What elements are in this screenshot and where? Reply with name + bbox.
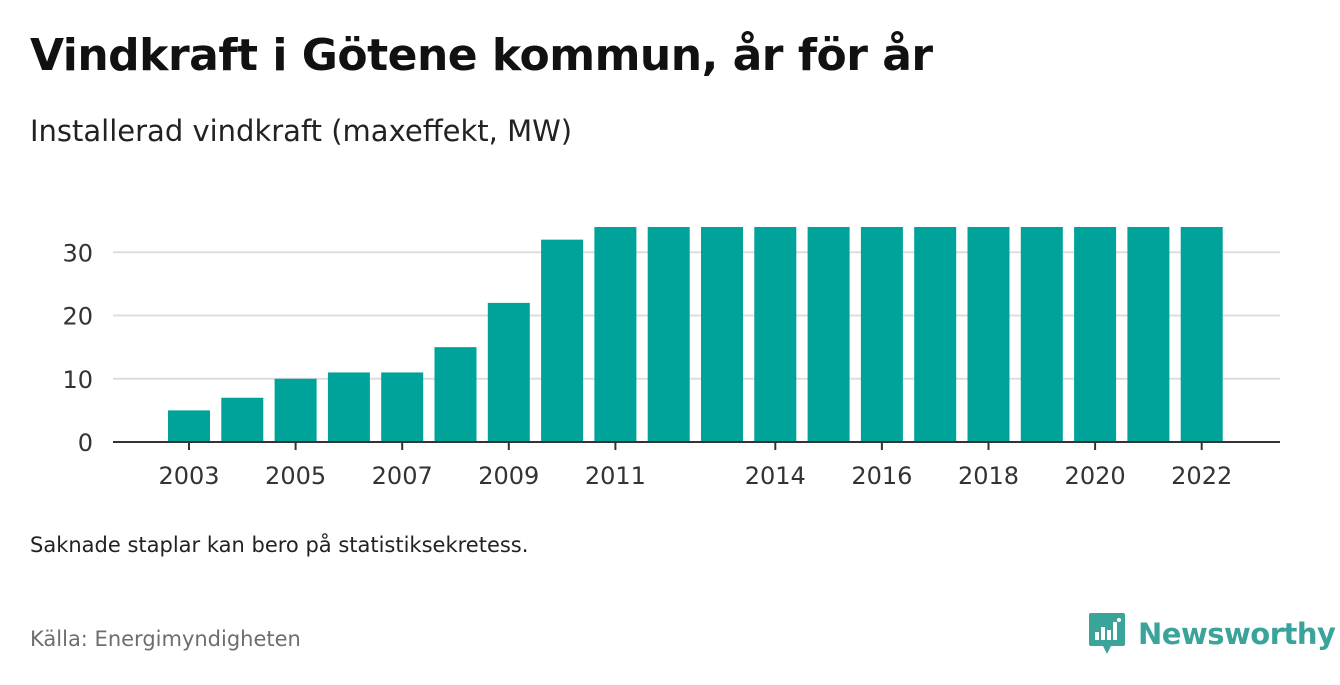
bar [541, 239, 584, 442]
footnote: Saknade staplar kan bero på statistiksek… [30, 533, 529, 557]
x-tick-label: 2022 [1171, 462, 1232, 490]
x-tick-label: 2016 [851, 462, 912, 490]
bar [967, 227, 1010, 442]
y-tick-label: 30 [62, 239, 93, 267]
bar-chart: 0 10 20 30 2003 2005 2007 2009 2011 2014 2016 2018 2… [62, 227, 1280, 490]
y-tick-label: 0 [78, 429, 93, 457]
bar [701, 227, 743, 442]
bar [807, 227, 850, 442]
newsworthy-logo-icon [1089, 613, 1125, 654]
source-credit: Källa: Energimyndigheten [30, 627, 301, 651]
bar [1127, 227, 1170, 442]
bar [381, 372, 424, 442]
chart-subtitle: Installerad vindkraft (maxeffekt, MW) [30, 114, 573, 148]
bar [221, 397, 264, 442]
bar [327, 372, 370, 442]
x-tick-label: 2009 [478, 462, 539, 490]
bar [647, 227, 690, 442]
chart-title: Vindkraft i Götene kommun, år för år [30, 30, 933, 81]
bar [1074, 227, 1117, 442]
bar [487, 302, 530, 442]
bar [914, 227, 957, 442]
brand-logo: Newsworthy [1088, 612, 1336, 656]
bar [168, 410, 210, 442]
bar [434, 347, 477, 442]
x-tick-label: 2007 [372, 462, 433, 490]
x-tick-label: 2011 [585, 462, 646, 490]
x-tick-label: 2003 [158, 462, 219, 490]
bar [860, 227, 903, 442]
x-tick-label: 2020 [1065, 462, 1126, 490]
bar [1020, 227, 1063, 442]
x-tick-label: 2005 [265, 462, 326, 490]
x-tick-label: 2014 [745, 462, 806, 490]
y-tick-label: 10 [62, 366, 93, 394]
brand-name: Newsworthy [1138, 617, 1336, 651]
x-tick-label: 2018 [958, 462, 1019, 490]
bar [274, 378, 317, 442]
bar [1180, 227, 1223, 442]
bar [594, 227, 637, 442]
bar [754, 227, 797, 442]
y-tick-label: 20 [62, 303, 93, 331]
